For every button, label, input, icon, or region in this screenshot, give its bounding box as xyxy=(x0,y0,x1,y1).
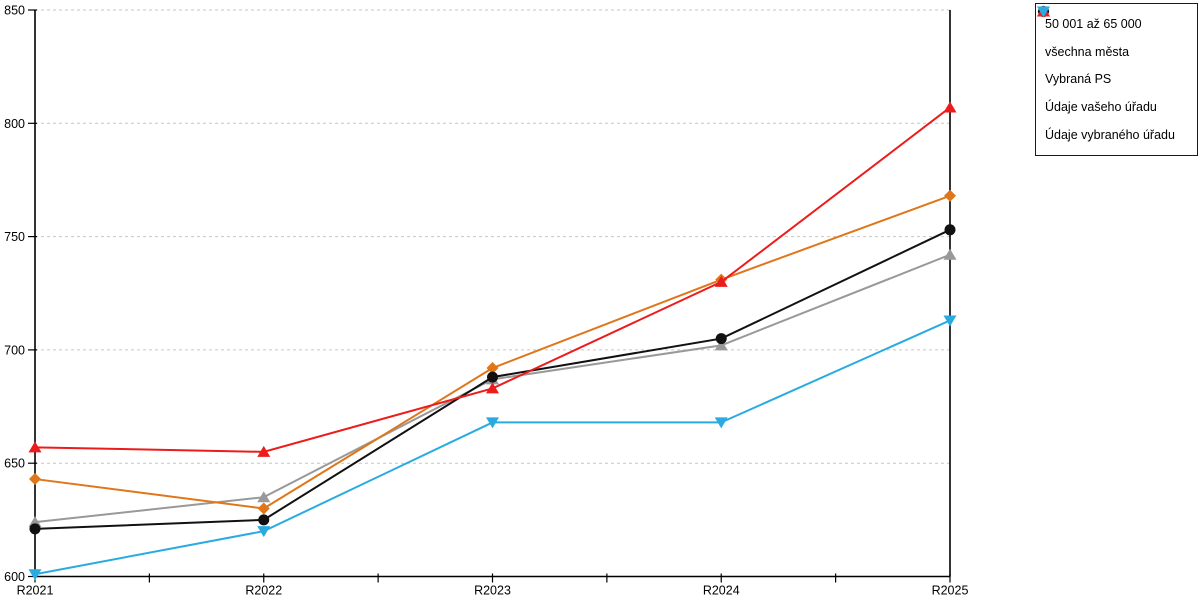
series-4-marker xyxy=(943,315,957,327)
series-3-marker xyxy=(486,382,499,394)
series-2-marker xyxy=(714,339,728,351)
legend-label: Údaje vašeho úřadu xyxy=(1045,100,1157,115)
series-2-marker xyxy=(28,516,42,528)
series-2-marker xyxy=(257,491,271,503)
series-3-marker xyxy=(943,101,957,113)
y-tick-label: 850 xyxy=(4,4,25,18)
y-tick-label: 650 xyxy=(4,457,25,471)
series-0-marker xyxy=(486,362,499,375)
x-tick-label: R2024 xyxy=(703,584,740,598)
legend-item-50001-az-65000: 50 001 až 65 000 xyxy=(1037,5,1191,38)
series-1-marker xyxy=(258,514,270,526)
series-4-marker xyxy=(486,417,499,429)
series-line-0 xyxy=(34,194,951,510)
series-4-marker xyxy=(28,569,42,581)
legend-item-udaje-vaseho-uradu: Údaje vašeho úřadu xyxy=(1037,5,1191,121)
series-0-marker xyxy=(944,189,956,202)
y-tick-label: 750 xyxy=(4,230,25,244)
legend-label: všechna města xyxy=(1045,44,1130,59)
series-2-marker xyxy=(943,248,957,260)
series-line-3 xyxy=(34,106,951,453)
series-4-marker xyxy=(257,526,271,538)
series-1-marker xyxy=(944,224,956,236)
legend-item-vybrana-ps: Vybraná PS xyxy=(1037,5,1191,94)
y-tick-label: 600 xyxy=(4,570,25,584)
series-3-marker xyxy=(257,445,271,457)
series-3-marker xyxy=(28,441,42,453)
legend-label: 50 001 až 65 000 xyxy=(1045,16,1142,31)
y-tick-label: 800 xyxy=(4,117,25,131)
legend-label: Údaje vybraného úřadu xyxy=(1045,128,1175,143)
legend-item-udaje-vybraneho-uradu: Údaje vybraného úřadu xyxy=(1037,6,1191,149)
legend-label: Vybraná PS xyxy=(1045,72,1112,87)
legend-marker-shape xyxy=(1037,6,1050,18)
triangle-down-marker-icon xyxy=(1037,6,1050,18)
series-line-4 xyxy=(34,319,951,576)
x-tick-label: R2023 xyxy=(474,584,511,598)
series-1-marker xyxy=(29,523,41,535)
series-0-marker xyxy=(29,473,41,486)
x-tick-label: R2021 xyxy=(17,584,54,598)
series-0-marker xyxy=(257,502,270,515)
series-3-marker xyxy=(714,275,728,287)
series-4-marker xyxy=(714,417,728,429)
series-1-marker xyxy=(715,333,727,345)
x-tick-label: R2022 xyxy=(245,584,282,598)
legend-item-vsechna-mesta: všechna města xyxy=(1038,6,1191,66)
y-tick-label: 700 xyxy=(4,343,25,357)
series-1-marker xyxy=(487,371,498,383)
x-tick-label: R2025 xyxy=(932,584,969,598)
legend: 50 001 až 65 000 všechna města Vybraná P… xyxy=(1035,3,1198,156)
